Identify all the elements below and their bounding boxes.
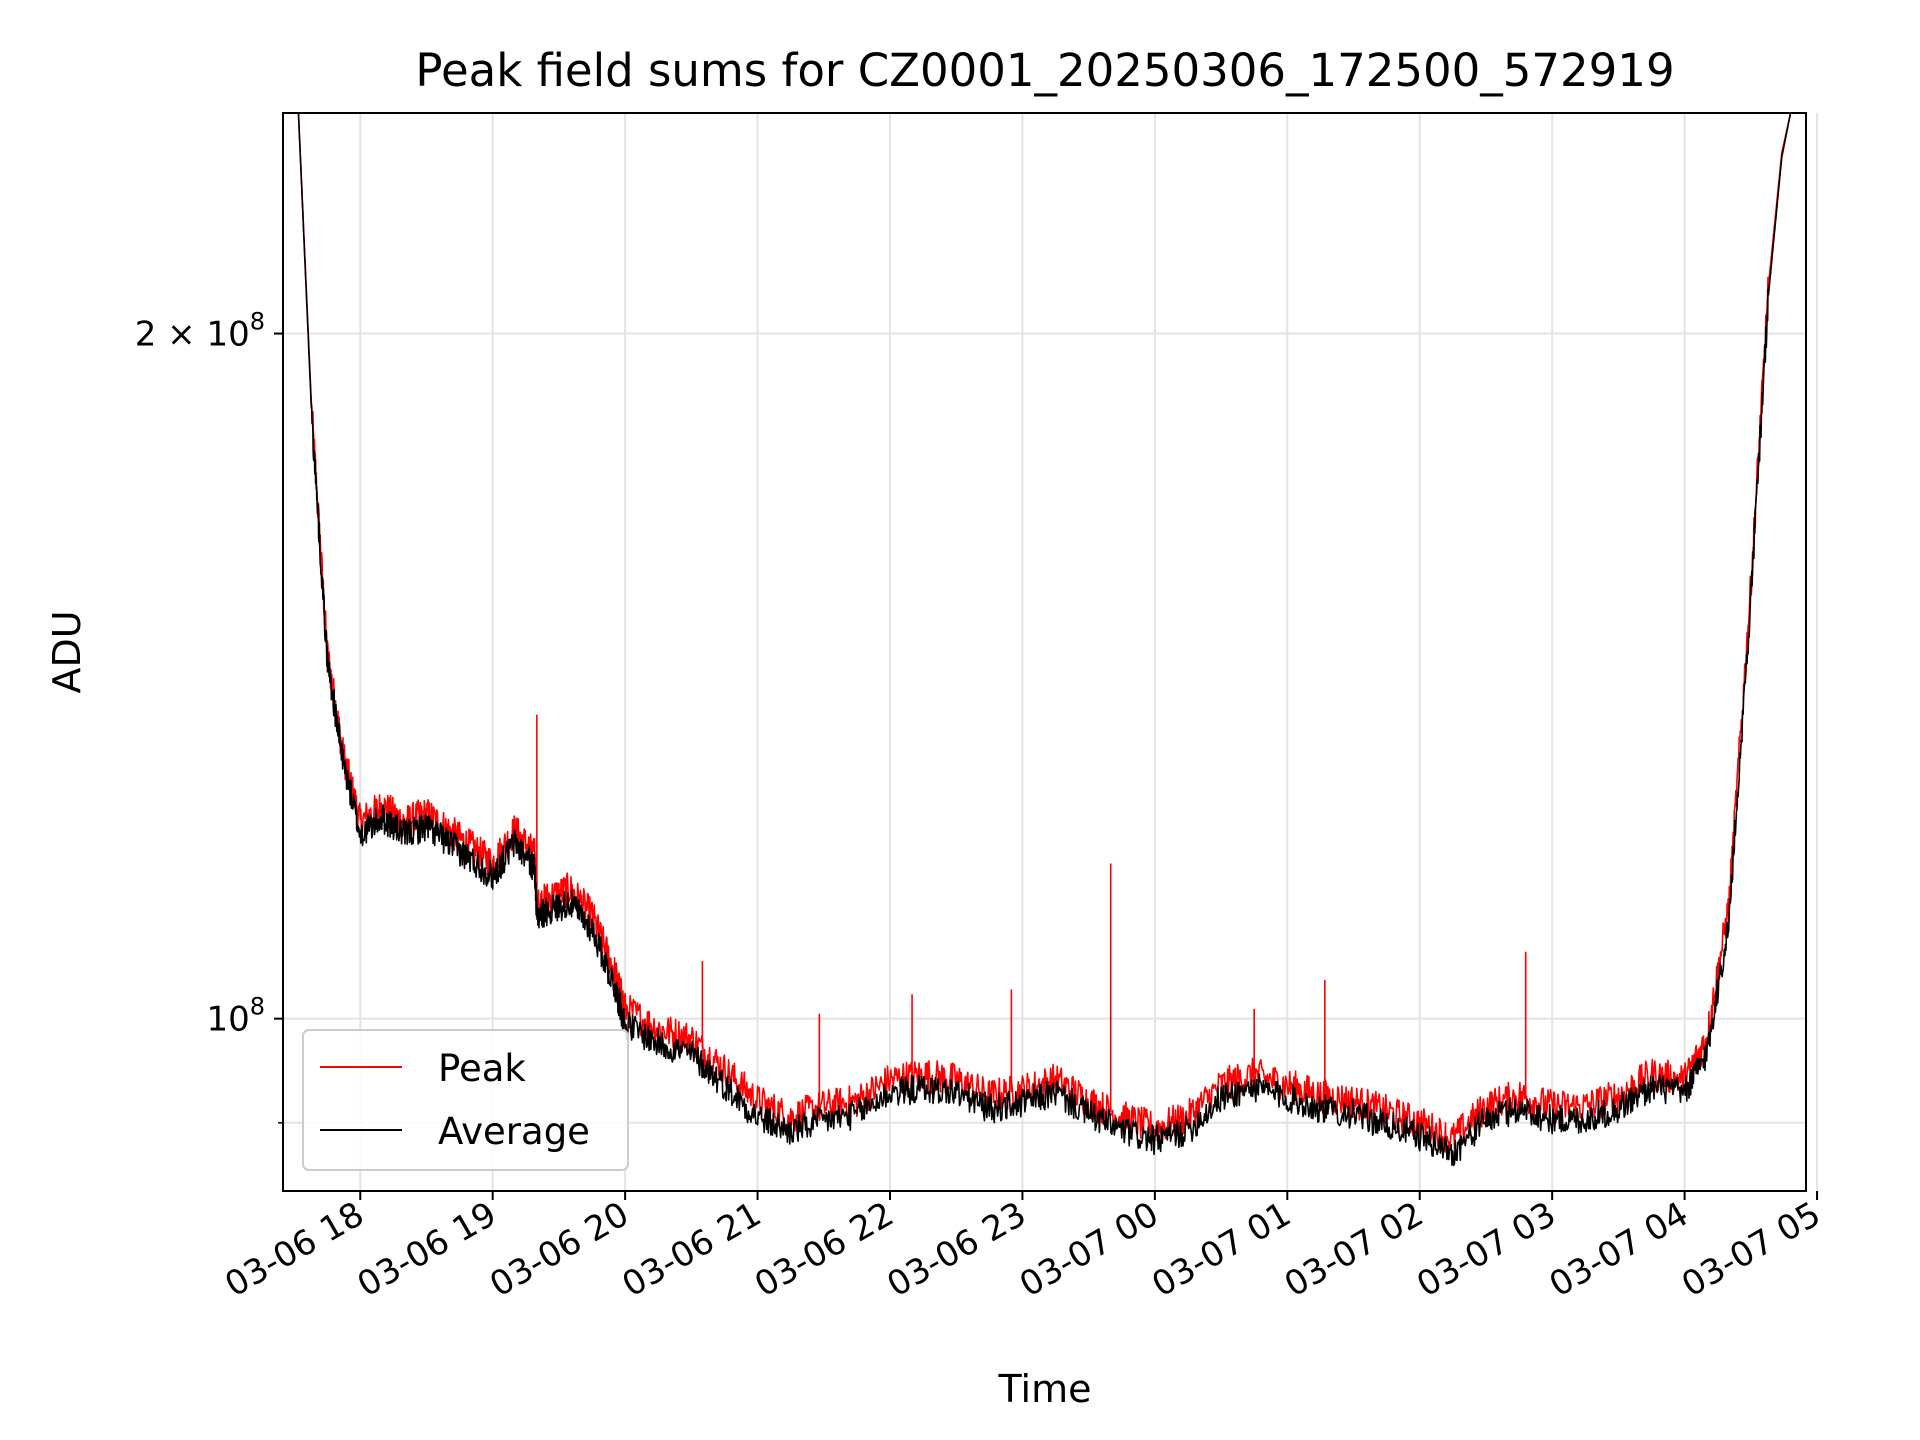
y-axis-label: ADU (45, 610, 89, 693)
series-lines (283, 113, 1806, 1167)
legend: Peak Average (302, 1029, 629, 1171)
grid-lines (283, 113, 1819, 1191)
y-tick-label: 2 × 108 (135, 308, 265, 355)
average-series-line (283, 113, 1806, 1167)
legend-peak-label: Peak (438, 1047, 526, 1090)
y-axis-ticks: 2 × 108 108 (135, 308, 283, 1124)
plot-area-frame (282, 112, 1807, 1192)
legend-average-label: Average (438, 1110, 590, 1153)
y-tick-label: 108 (206, 993, 265, 1040)
legend-box (302, 1029, 629, 1171)
chart-title: Peak field sums for CZ0001_20250306_1725… (415, 44, 1674, 97)
x-axis-label: Time (998, 1367, 1092, 1411)
